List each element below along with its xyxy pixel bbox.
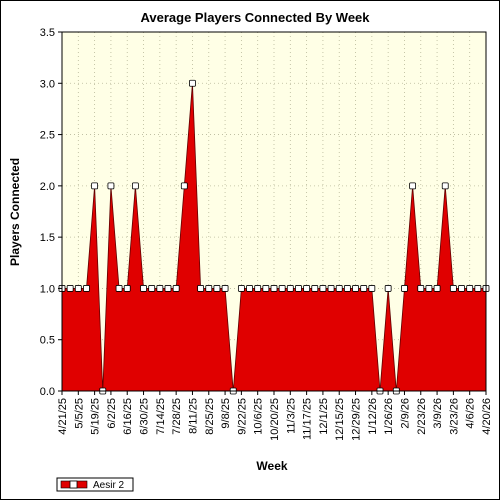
data-point bbox=[197, 285, 205, 292]
data-point bbox=[458, 285, 465, 292]
y-tick-label: 0.0 bbox=[40, 386, 55, 398]
x-tick-label: 4/20/26 bbox=[481, 398, 493, 435]
data-point bbox=[425, 285, 433, 292]
series-layer bbox=[58, 79, 490, 395]
x-tick-label: 12/15/25 bbox=[334, 398, 346, 441]
x-tick-label: 6/16/25 bbox=[122, 398, 134, 435]
axes: 0.0 0.5 1.0 1.5 2.0 2.5 3.0 3.5 4/21/25 5/5/25 5/1… bbox=[40, 27, 493, 441]
data-point bbox=[189, 79, 196, 87]
data-point bbox=[148, 285, 156, 292]
y-tick-label: 0.5 bbox=[40, 335, 55, 347]
x-tick-label: 9/8/25 bbox=[220, 398, 232, 429]
data-point bbox=[115, 285, 123, 292]
legend-marker bbox=[69, 480, 78, 489]
data-point bbox=[417, 285, 425, 292]
y-tick-label: 2.5 bbox=[40, 130, 55, 142]
x-tick-label: 12/1/25 bbox=[318, 398, 330, 435]
data-point bbox=[401, 285, 408, 292]
data-point bbox=[123, 285, 131, 292]
x-tick-label: 3/23/26 bbox=[448, 398, 460, 435]
data-point bbox=[352, 285, 359, 292]
data-point bbox=[466, 285, 474, 292]
x-tick-label: 6/30/25 bbox=[139, 398, 151, 435]
y-tick-label: 3.5 bbox=[40, 27, 55, 39]
data-point bbox=[384, 285, 392, 292]
x-tick-label: 8/11/25 bbox=[187, 398, 199, 434]
data-point bbox=[205, 285, 213, 292]
data-point bbox=[343, 285, 351, 292]
series-area bbox=[62, 83, 486, 392]
data-point bbox=[140, 285, 147, 292]
x-axis-label: Week bbox=[256, 459, 287, 473]
data-point bbox=[278, 285, 286, 292]
x-tick-label: 1/12/26 bbox=[367, 398, 379, 435]
data-point bbox=[66, 285, 74, 292]
legend: Aesir 2 bbox=[56, 477, 134, 492]
x-tick-label: 6/2/25 bbox=[106, 398, 118, 429]
data-point bbox=[221, 285, 229, 292]
data-point bbox=[286, 285, 294, 292]
data-point bbox=[319, 285, 327, 292]
x-tick-label: 2/9/26 bbox=[399, 398, 411, 429]
x-tick-label: 3/9/26 bbox=[432, 398, 444, 429]
x-tick-label: 7/14/25 bbox=[155, 398, 167, 435]
data-point bbox=[246, 285, 253, 292]
data-point bbox=[360, 285, 368, 292]
x-tick-label: 8/25/25 bbox=[204, 398, 216, 435]
x-tick-label: 2/23/26 bbox=[416, 398, 428, 435]
x-tick-label: 12/29/25 bbox=[351, 398, 363, 441]
data-point bbox=[91, 182, 99, 190]
data-point bbox=[180, 182, 188, 190]
x-tick-label: 10/20/25 bbox=[269, 398, 281, 441]
data-point bbox=[368, 285, 376, 292]
data-point bbox=[164, 285, 172, 292]
x-tick-label: 4/6/26 bbox=[465, 398, 477, 429]
x-tick-label: 7/28/25 bbox=[171, 398, 183, 435]
data-point bbox=[237, 285, 245, 292]
x-tick-label: 11/17/25 bbox=[302, 398, 314, 440]
x-tick-label: 1/26/26 bbox=[383, 398, 395, 435]
data-point bbox=[172, 285, 180, 292]
data-point bbox=[335, 285, 343, 292]
data-point bbox=[213, 285, 221, 292]
data-point bbox=[409, 182, 417, 190]
data-point bbox=[441, 182, 449, 190]
data-point bbox=[295, 285, 302, 292]
data-point bbox=[327, 285, 335, 292]
y-tick-label: 3.0 bbox=[40, 78, 55, 90]
x-tick-label: 5/5/25 bbox=[73, 398, 85, 429]
data-point bbox=[474, 285, 482, 292]
data-point bbox=[74, 285, 82, 292]
data-point bbox=[107, 182, 115, 190]
x-tick-label: 9/22/25 bbox=[236, 398, 248, 435]
chart-title: Average Players Connected By Week bbox=[140, 10, 370, 25]
x-tick-label: 11/3/25 bbox=[285, 398, 297, 434]
legend-label: Aesir 2 bbox=[93, 480, 125, 491]
y-tick-label: 1.5 bbox=[40, 232, 55, 244]
data-point bbox=[433, 285, 441, 292]
data-point bbox=[131, 182, 139, 190]
data-point bbox=[449, 285, 457, 292]
data-point bbox=[303, 285, 311, 292]
data-point bbox=[262, 285, 270, 292]
x-tick-label: 5/19/25 bbox=[90, 398, 102, 435]
x-tick-label: 10/6/25 bbox=[253, 398, 265, 435]
y-tick-label: 1.0 bbox=[40, 283, 55, 295]
data-point bbox=[156, 285, 164, 292]
data-point bbox=[254, 285, 262, 292]
y-tick-label: 2.0 bbox=[40, 181, 55, 193]
data-point bbox=[270, 285, 278, 292]
y-axis-label: Players Connected bbox=[8, 158, 22, 266]
data-point bbox=[311, 285, 319, 292]
x-tick-label: 4/21/25 bbox=[57, 398, 69, 435]
data-point bbox=[83, 285, 90, 292]
